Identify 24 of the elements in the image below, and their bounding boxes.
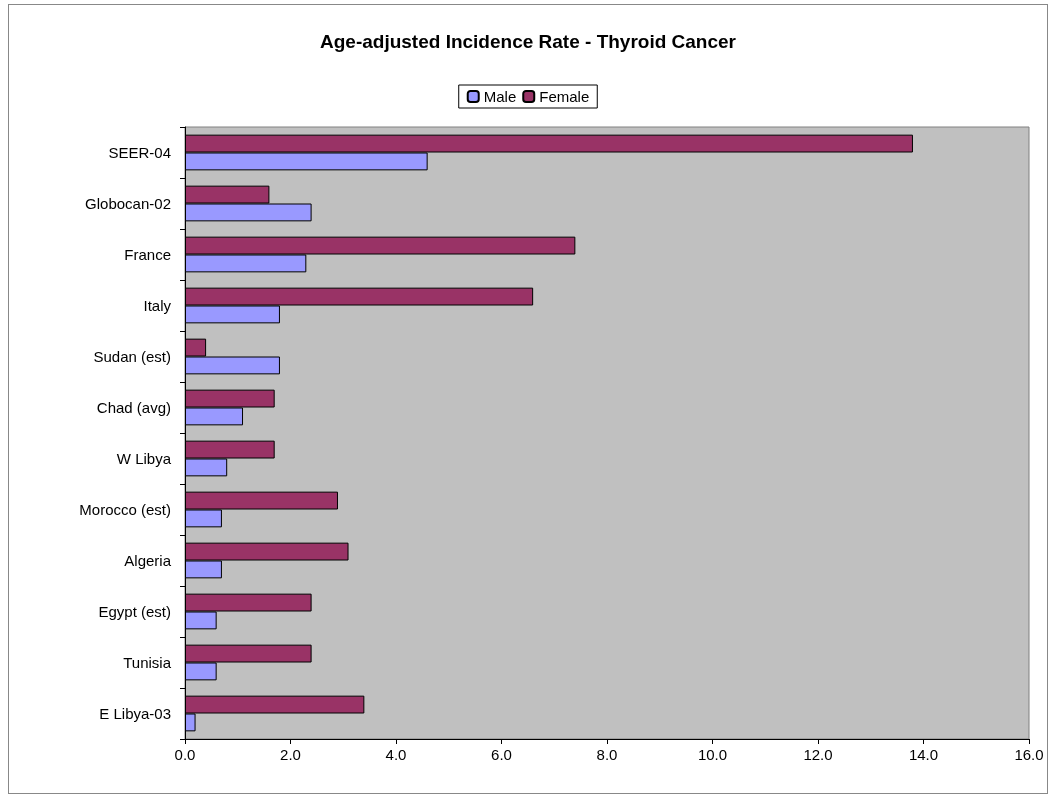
y-tick-label: Italy — [143, 297, 172, 314]
x-tick-label: 6.0 — [491, 746, 512, 763]
y-tick-label: Egypt (est) — [98, 603, 171, 620]
x-tick-label: 4.0 — [385, 746, 407, 763]
y-tick-label: E Libya-03 — [99, 705, 171, 722]
y-tick-label: Globocan-02 — [85, 195, 171, 212]
y-tick-label: W Libya — [116, 450, 172, 467]
x-tick-label: 14.0 — [908, 746, 939, 763]
x-tick-label: 2.0 — [280, 746, 301, 763]
y-tick-label: Algeria — [124, 552, 172, 569]
chart-title: Age-adjusted Incidence Rate - Thyroid Cancer — [320, 31, 737, 52]
legend-label: Male — [483, 88, 517, 105]
y-tick-label: Chad (avg) — [96, 399, 171, 416]
y-tick-label: France — [124, 246, 171, 263]
y-tick-label: Tunisia — [123, 654, 172, 671]
x-tick-label: 12.0 — [803, 746, 833, 763]
x-tick-label: 8.0 — [596, 746, 618, 763]
y-tick-label: Sudan (est) — [93, 348, 171, 365]
x-tick-label: 0.0 — [174, 746, 196, 763]
x-tick-label: 16.0 — [1014, 746, 1044, 763]
y-tick-label: SEER-04 — [108, 144, 171, 161]
legend-label: Female — [539, 88, 590, 105]
y-tick-label: Morocco (est) — [79, 501, 171, 518]
x-tick-label: 10.0 — [697, 746, 728, 763]
